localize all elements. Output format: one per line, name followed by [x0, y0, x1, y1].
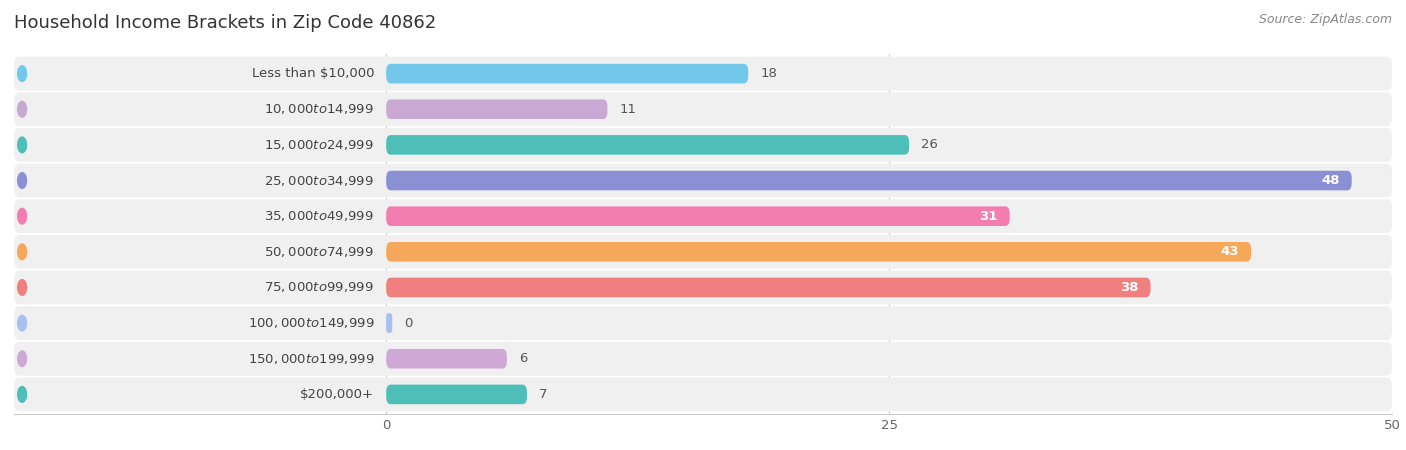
Circle shape [18, 387, 27, 402]
Text: 26: 26 [921, 139, 938, 151]
Text: $50,000 to $74,999: $50,000 to $74,999 [264, 245, 374, 259]
Text: 43: 43 [1220, 245, 1239, 258]
FancyBboxPatch shape [387, 99, 607, 119]
FancyBboxPatch shape [387, 313, 392, 333]
FancyBboxPatch shape [14, 164, 1392, 198]
Circle shape [18, 315, 27, 331]
Text: 38: 38 [1121, 281, 1139, 294]
FancyBboxPatch shape [387, 171, 1351, 190]
Text: $150,000 to $199,999: $150,000 to $199,999 [247, 352, 374, 366]
Text: 7: 7 [538, 388, 547, 401]
FancyBboxPatch shape [14, 235, 1392, 269]
FancyBboxPatch shape [387, 135, 910, 155]
Text: $75,000 to $99,999: $75,000 to $99,999 [264, 280, 374, 294]
Circle shape [18, 244, 27, 260]
Circle shape [18, 208, 27, 224]
FancyBboxPatch shape [14, 270, 1392, 304]
FancyBboxPatch shape [387, 64, 748, 83]
Text: Source: ZipAtlas.com: Source: ZipAtlas.com [1258, 14, 1392, 27]
FancyBboxPatch shape [387, 207, 1010, 226]
Text: 11: 11 [620, 103, 637, 116]
Circle shape [18, 66, 27, 81]
FancyBboxPatch shape [14, 92, 1392, 126]
Text: 48: 48 [1322, 174, 1340, 187]
FancyBboxPatch shape [387, 242, 1251, 261]
Circle shape [18, 173, 27, 189]
Text: $35,000 to $49,999: $35,000 to $49,999 [264, 209, 374, 223]
FancyBboxPatch shape [387, 349, 508, 369]
Text: 0: 0 [405, 317, 413, 329]
FancyBboxPatch shape [14, 342, 1392, 376]
Text: $25,000 to $34,999: $25,000 to $34,999 [264, 174, 374, 188]
Text: Household Income Brackets in Zip Code 40862: Household Income Brackets in Zip Code 40… [14, 14, 436, 32]
FancyBboxPatch shape [14, 57, 1392, 90]
FancyBboxPatch shape [14, 378, 1392, 411]
FancyBboxPatch shape [14, 128, 1392, 162]
Text: $15,000 to $24,999: $15,000 to $24,999 [264, 138, 374, 152]
Circle shape [18, 101, 27, 117]
Text: Less than $10,000: Less than $10,000 [252, 67, 374, 80]
Text: $100,000 to $149,999: $100,000 to $149,999 [247, 316, 374, 330]
Text: $10,000 to $14,999: $10,000 to $14,999 [264, 102, 374, 116]
Text: 18: 18 [761, 67, 778, 80]
FancyBboxPatch shape [387, 278, 1150, 297]
FancyBboxPatch shape [387, 385, 527, 404]
Text: $200,000+: $200,000+ [299, 388, 374, 401]
Circle shape [18, 137, 27, 153]
Circle shape [18, 279, 27, 295]
FancyBboxPatch shape [14, 306, 1392, 340]
FancyBboxPatch shape [14, 199, 1392, 233]
Circle shape [18, 351, 27, 367]
Text: 6: 6 [519, 352, 527, 365]
Text: 31: 31 [980, 210, 998, 223]
